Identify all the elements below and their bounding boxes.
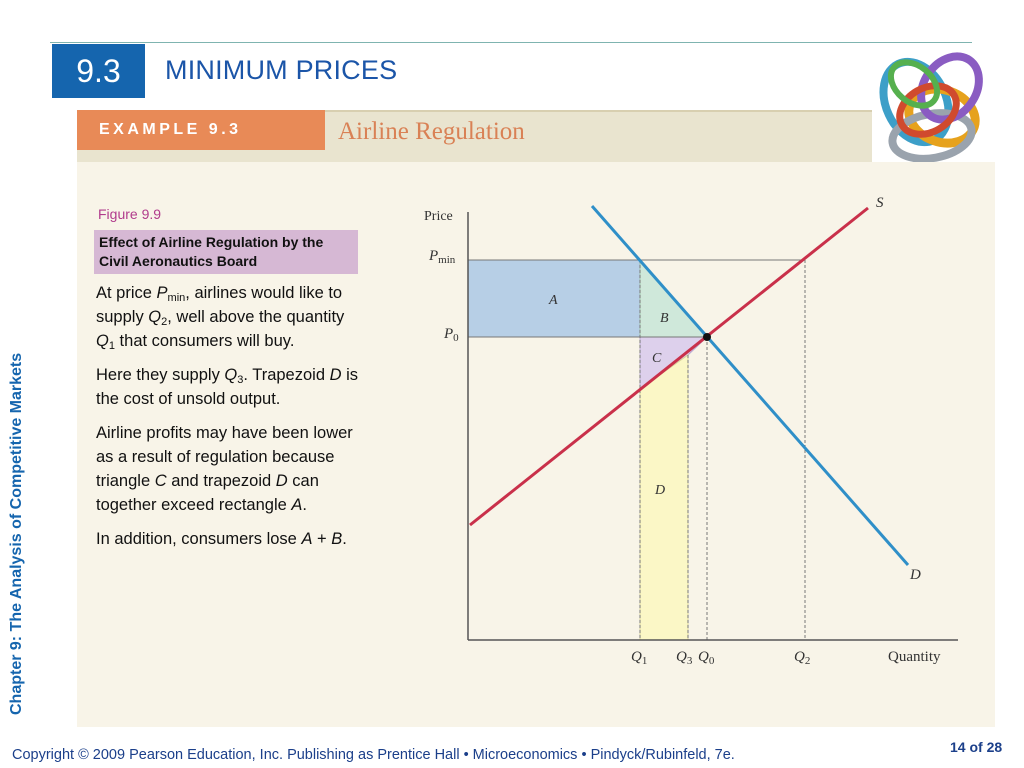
y-axis-label: Price: [424, 209, 453, 224]
example-tag: EXAMPLE 9.3: [77, 110, 325, 150]
slide-title: MINIMUM PRICES: [165, 55, 398, 85]
x-axis-label: Quantity: [888, 649, 941, 665]
paragraph-consumer-loss: In addition, consumers lose A + B.: [96, 530, 347, 548]
region-d-label: D: [654, 483, 665, 498]
region-b-label: B: [660, 311, 669, 326]
rings-logo-icon: [872, 44, 996, 180]
supply-curve-label: S: [876, 195, 884, 211]
tick-label-p0: P0: [443, 326, 459, 344]
demand-curve: [590, 205, 910, 566]
tick-label-q1: Q1: [631, 649, 647, 667]
paragraph-supply-gap: At price Pmin, airlines would like to su…: [96, 284, 345, 352]
paragraph-unsold-output: Here they supply Q3. Trapezoid D is the …: [96, 366, 359, 408]
example-title: Airline Regulation: [338, 118, 525, 145]
region-c-label: C: [652, 351, 662, 366]
paragraph-profits: Airline profits may have been lower as a…: [96, 424, 353, 514]
section-number-badge: 9.3: [52, 44, 145, 98]
tick-label-pmin: Pmin: [428, 248, 456, 266]
footer-copyright: Copyright © 2009 Pearson Education, Inc.…: [12, 747, 735, 763]
page-number: 14 of 28: [950, 739, 1003, 755]
equilibrium-point: [703, 333, 711, 341]
explanation-text: At price Pmin, airlines would like to su…: [96, 281, 358, 561]
top-divider: [50, 42, 972, 43]
figure-caption: Effect of Airline Regulation by the Civi…: [94, 230, 358, 274]
tick-label-q0: Q0: [698, 649, 715, 667]
tick-label-q2: Q2: [794, 649, 810, 667]
demand-curve-label: D: [909, 567, 921, 583]
figure-number: Figure 9.9: [98, 206, 162, 222]
region-a-label: A: [548, 293, 558, 308]
tick-label-q3: Q3: [676, 649, 693, 667]
supply-curve: [469, 206, 869, 527]
